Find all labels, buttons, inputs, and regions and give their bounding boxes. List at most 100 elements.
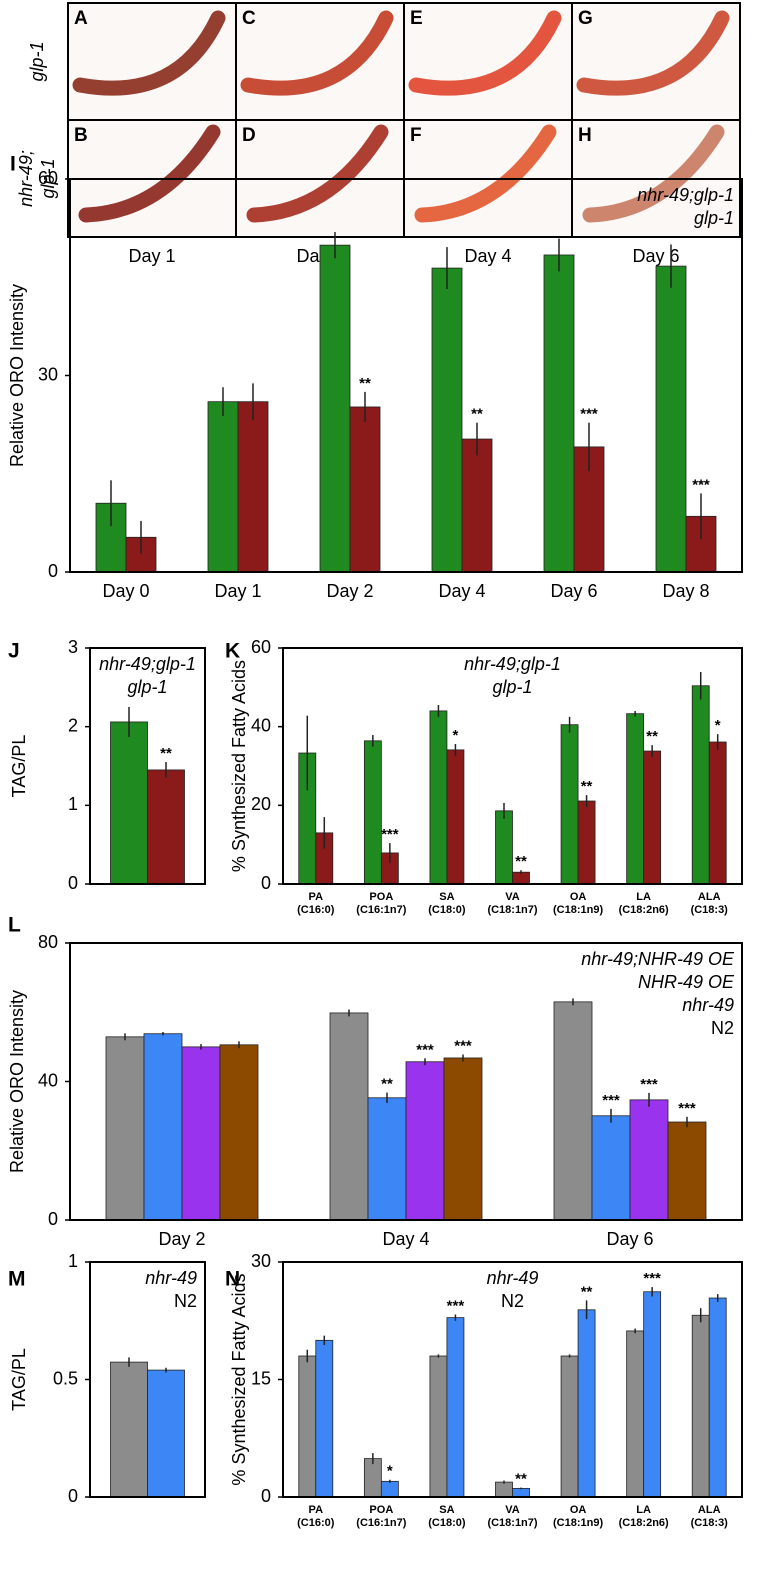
micrograph-letter: F xyxy=(410,125,422,146)
x-tick-note: (C16:0) xyxy=(297,1517,335,1529)
bar xyxy=(110,1361,148,1498)
legend-entry: nhr-49 xyxy=(682,995,734,1015)
bar xyxy=(207,401,239,573)
plot-frame xyxy=(69,942,743,1221)
significance-label: *** xyxy=(640,1076,658,1093)
micrograph-letter: B xyxy=(74,125,88,146)
significance-label: ** xyxy=(359,375,371,392)
bar xyxy=(367,1097,407,1221)
x-tick-label: Day 6 xyxy=(606,1229,653,1249)
bar xyxy=(691,685,710,885)
y-tick-label: 0 xyxy=(68,873,78,893)
y-tick-label: 0 xyxy=(48,561,58,581)
significance-label: ** xyxy=(581,1283,593,1300)
bar xyxy=(298,1355,317,1498)
row-label: glp-1 xyxy=(38,158,58,198)
bar xyxy=(591,1115,631,1221)
significance-label: * xyxy=(453,727,459,744)
worm xyxy=(414,124,557,223)
significance-label: *** xyxy=(454,1037,472,1054)
y-tick-label: 2 xyxy=(68,715,78,735)
y-tick-label: 20 xyxy=(251,794,271,814)
legend-entry: glp-1 xyxy=(694,208,734,228)
x-tick-label: Day 6 xyxy=(550,581,597,601)
micrograph-letter: A xyxy=(74,8,88,29)
x-tick-note: (C18:1n9) xyxy=(553,904,603,916)
bar xyxy=(143,1033,183,1221)
x-tick-label: POA xyxy=(369,1504,393,1516)
bar xyxy=(147,1369,185,1498)
bar xyxy=(461,438,493,573)
y-tick-label: 3 xyxy=(68,637,78,657)
bar xyxy=(147,769,185,885)
x-tick-note: (C18:1n9) xyxy=(553,1517,603,1529)
significance-label: * xyxy=(387,1463,393,1480)
y-tick-label: 60 xyxy=(38,168,58,188)
y-axis-title: % Synthesized Fatty Acids xyxy=(229,1273,249,1485)
significance-label: *** xyxy=(678,1100,696,1117)
day-label: Day 6 xyxy=(632,246,679,266)
y-tick-label: 30 xyxy=(38,364,58,384)
y-axis-title: TAG/PL xyxy=(9,735,29,798)
bar xyxy=(577,1309,596,1498)
significance-label: *** xyxy=(692,476,710,493)
y-tick-label: 0 xyxy=(68,1486,78,1506)
bar xyxy=(329,1012,369,1221)
significance-label: *** xyxy=(602,1092,620,1109)
day-label: Day 4 xyxy=(464,246,511,266)
significance-label: ** xyxy=(515,853,527,870)
bar xyxy=(446,1317,465,1498)
panel-letter: I xyxy=(10,153,16,176)
panel-letter: L xyxy=(8,914,21,937)
worm xyxy=(78,124,221,223)
y-axis-title: TAG/PL xyxy=(9,1348,29,1411)
bar xyxy=(429,710,448,885)
x-tick-note: (C18:2n6) xyxy=(619,1517,669,1529)
bar xyxy=(560,724,579,885)
y-tick-label: 0.5 xyxy=(53,1368,78,1388)
y-tick-label: 40 xyxy=(38,1070,58,1090)
row-label: glp-1 xyxy=(27,41,47,81)
micrograph-letter: C xyxy=(242,8,256,29)
bar xyxy=(629,1099,669,1221)
significance-label: * xyxy=(715,717,721,734)
x-tick-label: LA xyxy=(636,891,651,903)
x-tick-label: ALA xyxy=(698,891,721,903)
significance-label: ** xyxy=(646,728,658,745)
y-tick-label: 60 xyxy=(251,637,271,657)
panel-letter: N xyxy=(225,1268,240,1291)
x-tick-label: Day 1 xyxy=(214,581,261,601)
legend-entry: nhr-49;glp-1 xyxy=(464,654,561,674)
x-tick-label: ALA xyxy=(698,1504,721,1516)
bar xyxy=(363,1458,382,1498)
legend-entry: nhr-49;NHR-49 OE xyxy=(581,949,735,969)
significance-label: ** xyxy=(160,745,172,762)
legend-entry: NHR-49 OE xyxy=(638,972,735,992)
y-axis-title: % Synthesized Fatty Acids xyxy=(229,660,249,872)
micrograph-letter: E xyxy=(410,8,423,29)
bar xyxy=(708,741,727,885)
worm xyxy=(408,10,562,96)
x-tick-note: (C18:3) xyxy=(691,1517,729,1529)
bar xyxy=(429,1355,448,1498)
bar xyxy=(380,1480,399,1498)
bar xyxy=(643,750,662,885)
panel-letter: J xyxy=(8,640,20,663)
bar xyxy=(349,406,381,573)
x-tick-label: PA xyxy=(309,891,324,903)
bar xyxy=(577,800,596,885)
worm xyxy=(72,10,226,96)
legend-entry: N2 xyxy=(501,1291,524,1311)
legend-entry: glp-1 xyxy=(492,677,532,697)
significance-label: *** xyxy=(381,826,399,843)
bar xyxy=(219,1044,259,1221)
y-tick-label: 0 xyxy=(261,1486,271,1506)
panel-letter: K xyxy=(225,640,240,663)
bar xyxy=(443,1057,483,1221)
x-tick-label: OA xyxy=(570,1504,587,1516)
bar xyxy=(543,254,575,573)
significance-label: ** xyxy=(515,1471,527,1488)
legend-entry: nhr-49;glp-1 xyxy=(637,185,734,205)
x-tick-note: (C16:0) xyxy=(297,904,335,916)
x-tick-label: LA xyxy=(636,1504,651,1516)
